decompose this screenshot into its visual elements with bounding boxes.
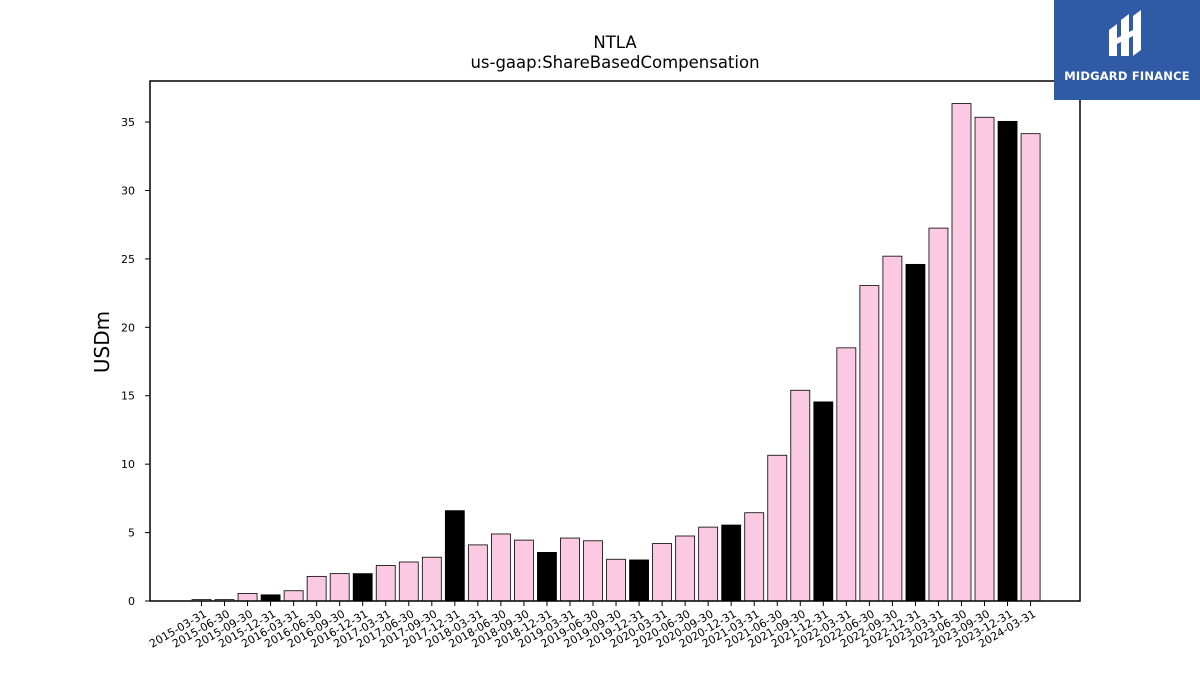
bar-2018-06-30	[490, 533, 511, 602]
bar-2022-06-30	[859, 285, 880, 602]
y-axis-label: USDm	[90, 311, 114, 373]
bar-2017-12-31	[444, 510, 465, 602]
bar-2023-03-31	[928, 227, 949, 602]
bar-2015-12-31	[260, 594, 281, 602]
bar-2021-09-30	[790, 389, 811, 602]
bar-2019-06-30	[583, 540, 603, 602]
bar-2017-03-31	[375, 565, 396, 602]
chart-subtitle: us-gaap:ShareBasedCompensation	[470, 53, 759, 72]
bar-2023-12-31	[997, 120, 1018, 602]
bar-2019-09-30	[606, 558, 626, 602]
bar-2020-06-30	[675, 535, 696, 602]
y-tick-label: 35	[121, 116, 135, 129]
bar-2017-06-30	[398, 561, 419, 602]
y-tick-label: 0	[128, 595, 135, 608]
bar-2022-12-31	[905, 263, 926, 602]
plot-frame	[149, 80, 1081, 602]
bar-2023-09-30	[974, 116, 995, 602]
bar-2018-03-31	[467, 544, 488, 602]
bar-2020-03-31	[652, 543, 672, 602]
bar-2016-03-31	[283, 590, 304, 602]
bar-2024-03-31	[1020, 133, 1041, 602]
brand-logo: MIDGARD FINANCE	[1054, 0, 1200, 100]
bar-2020-09-30	[698, 526, 719, 602]
bar-2016-06-30	[306, 575, 327, 602]
bar-2019-12-31	[629, 559, 649, 602]
bar-2023-06-30	[951, 103, 972, 602]
chart-title: NTLA	[593, 33, 637, 52]
bar-2021-12-31	[813, 401, 834, 602]
bar-2016-09-30	[329, 573, 350, 602]
bar-2022-09-30	[882, 255, 903, 602]
y-tick-label: 20	[121, 321, 135, 334]
bar-2016-12-31	[352, 573, 373, 602]
y-tick-label: 30	[121, 184, 135, 197]
bar-2019-03-31	[560, 537, 580, 602]
bar-2018-12-31	[537, 552, 557, 602]
y-tick-label: 5	[128, 527, 135, 540]
bar-2018-09-30	[514, 539, 534, 602]
bar-2017-09-30	[421, 556, 442, 602]
bar-2021-06-30	[767, 454, 788, 602]
midgard-logo-icon	[1109, 10, 1141, 56]
y-tick-label: 25	[121, 253, 135, 266]
y-tick-label: 15	[121, 390, 135, 403]
bar-2021-03-31	[744, 512, 765, 602]
bar-2015-09-30	[237, 593, 258, 602]
x-axis-ticks: 2015-03-312015-06-302015-09-302015-12-31…	[147, 601, 1038, 651]
brand-name: MIDGARD FINANCE	[1064, 69, 1190, 83]
bar-2022-03-31	[836, 347, 857, 602]
y-tick-label: 10	[121, 458, 135, 471]
bars-group	[191, 103, 1041, 602]
y-axis-ticks: 0 5 10 15 20 25 30 35	[121, 116, 150, 608]
bar-2020-12-31	[721, 524, 742, 602]
